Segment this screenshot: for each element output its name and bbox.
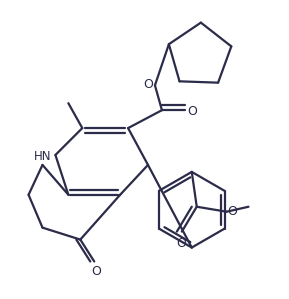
Text: O: O — [91, 266, 101, 278]
Text: HN: HN — [34, 150, 51, 164]
Text: O: O — [228, 205, 238, 218]
Text: O: O — [176, 237, 186, 250]
Text: O: O — [143, 78, 153, 91]
Text: O: O — [187, 105, 197, 118]
